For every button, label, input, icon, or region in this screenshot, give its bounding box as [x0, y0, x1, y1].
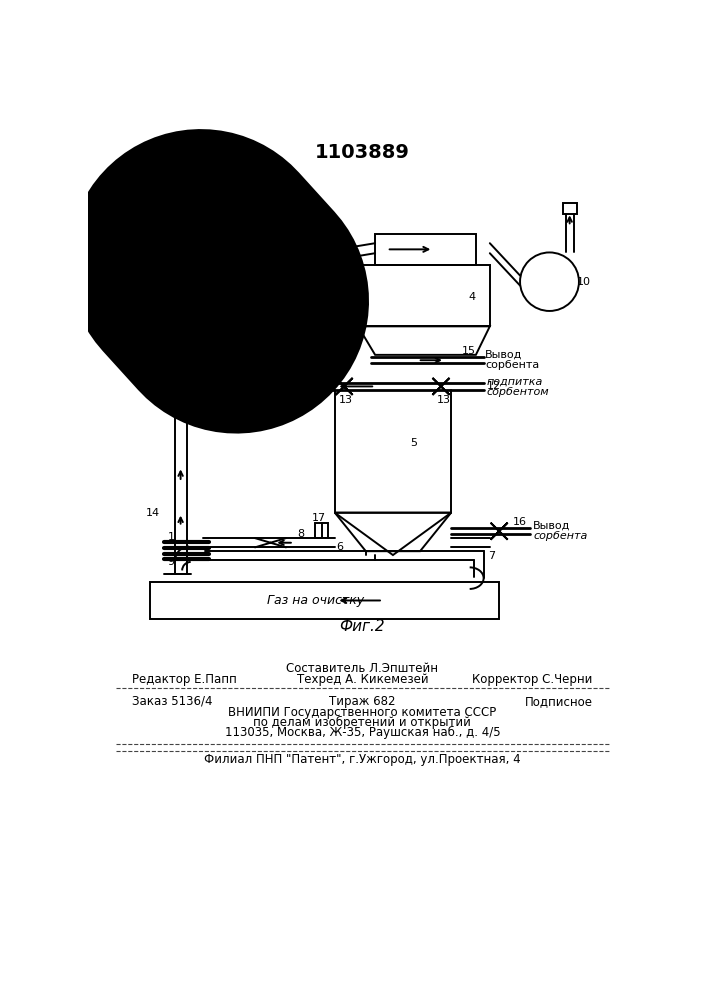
Text: 13: 13: [436, 395, 450, 405]
Text: 11: 11: [251, 381, 265, 391]
Text: 12: 12: [486, 381, 501, 391]
Polygon shape: [433, 378, 450, 395]
Text: 17: 17: [312, 513, 326, 523]
Text: Вывод: Вывод: [533, 521, 571, 531]
Text: 13: 13: [339, 395, 353, 405]
Text: 4: 4: [468, 292, 475, 302]
Polygon shape: [336, 378, 353, 395]
Bar: [268, 242, 305, 284]
Text: Фиг.2: Фиг.2: [339, 619, 385, 634]
Text: подпитка: подпитка: [486, 377, 543, 387]
Bar: [563, 203, 578, 214]
Text: Тираж 682: Тираж 682: [329, 695, 396, 708]
Text: 3: 3: [257, 319, 264, 329]
Text: 10: 10: [577, 277, 590, 287]
Text: 1103889: 1103889: [315, 143, 409, 162]
Text: Заказ 5136/4: Заказ 5136/4: [132, 695, 213, 708]
Polygon shape: [433, 378, 450, 395]
Text: 15: 15: [462, 346, 476, 356]
Text: Техред А. Кикемезей: Техред А. Кикемезей: [296, 673, 428, 686]
Bar: [375, 234, 476, 265]
Bar: [151, 582, 499, 619]
Text: Филиал ПНП "Патент", г.Ужгород, ул.Проектная, 4: Филиал ПНП "Патент", г.Ужгород, ул.Проек…: [204, 753, 520, 766]
Text: Вывод: Вывод: [485, 350, 522, 360]
Text: сорбентом: сорбентом: [486, 387, 549, 397]
Polygon shape: [491, 523, 508, 540]
Text: Газ на очистку: Газ на очистку: [267, 594, 363, 607]
Text: 8: 8: [298, 529, 305, 539]
Text: 14: 14: [146, 508, 160, 518]
Text: Подписное: Подписное: [525, 695, 592, 708]
Text: Корректор С.Черни: Корректор С.Черни: [472, 673, 592, 686]
Text: ВНИИПИ Государственного комитета СССР: ВНИИПИ Государственного комитета СССР: [228, 706, 496, 719]
Text: 6: 6: [337, 542, 344, 552]
Text: сорбента: сорбента: [485, 360, 539, 370]
Bar: [315, 523, 328, 538]
Text: сорбента: сорбента: [533, 531, 588, 541]
Text: 9: 9: [168, 557, 175, 567]
Text: Редактор Е.Папп: Редактор Е.Папп: [132, 673, 237, 686]
Text: по делам изобретений и открытий: по делам изобретений и открытий: [253, 716, 472, 729]
Text: 7: 7: [489, 551, 496, 561]
Text: Составитель Л.Эпштейн: Составитель Л.Эпштейн: [286, 662, 438, 675]
Bar: [358, 265, 490, 326]
Text: 5: 5: [410, 438, 417, 448]
Polygon shape: [336, 378, 353, 395]
Text: 2: 2: [160, 384, 168, 394]
Text: 1: 1: [168, 532, 175, 542]
Text: 113035, Москва, Ж-35, Раушская наб., д. 4/5: 113035, Москва, Ж-35, Раушская наб., д. …: [225, 726, 500, 739]
Text: 16: 16: [513, 517, 527, 527]
Polygon shape: [491, 523, 508, 540]
